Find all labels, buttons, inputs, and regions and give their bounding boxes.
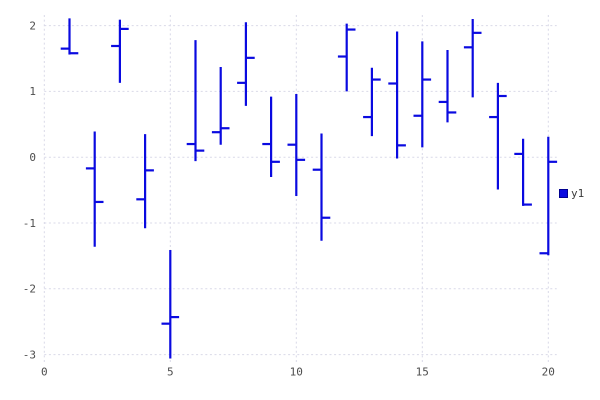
x-tick-label: 20	[542, 366, 555, 379]
ohlc-bar	[337, 23, 356, 92]
legend-label: y1	[571, 187, 585, 200]
ohlc-bar	[111, 19, 129, 83]
y-tick-label: 2	[29, 19, 36, 32]
ohlc-bar	[287, 94, 306, 197]
y-tick-label: -1	[23, 217, 36, 230]
x-tick-label: 5	[167, 366, 174, 379]
ohlc-bar	[161, 249, 180, 359]
x-tick-label: 10	[290, 366, 303, 379]
legend: y1	[559, 188, 584, 199]
axis-tick-labels: 210-1-2-30 5 10 15 20	[23, 19, 555, 378]
ohlc-bar	[262, 96, 280, 177]
ohlc-bar	[539, 136, 558, 256]
ohlc-bar	[85, 131, 104, 247]
ohlc-bar	[136, 134, 154, 229]
y-tick-label: -2	[23, 283, 36, 296]
x-tick-label: 0	[41, 366, 48, 379]
ohlc-bar	[413, 41, 432, 148]
y-tick-label: 0	[29, 151, 36, 164]
ohlc-bar	[514, 138, 532, 206]
ohlc-bar	[312, 133, 331, 241]
ohlc-bar	[237, 22, 255, 106]
ohlc-bar	[60, 18, 79, 55]
ohlc-bar	[489, 82, 507, 190]
ohlc-bar	[363, 67, 381, 137]
grid	[43, 15, 557, 363]
ohlc-bar	[211, 67, 230, 145]
y-tick-label: -3	[23, 348, 36, 361]
ohlc-bar	[388, 31, 406, 159]
ohlc-bar	[438, 49, 457, 123]
x-tick-label: 15	[416, 366, 429, 379]
ohlc-bar	[186, 40, 205, 162]
ohlc-bar	[463, 19, 482, 98]
legend-swatch-icon	[559, 189, 568, 198]
y-tick-label: 1	[29, 85, 36, 98]
ohlc-series	[60, 18, 558, 359]
